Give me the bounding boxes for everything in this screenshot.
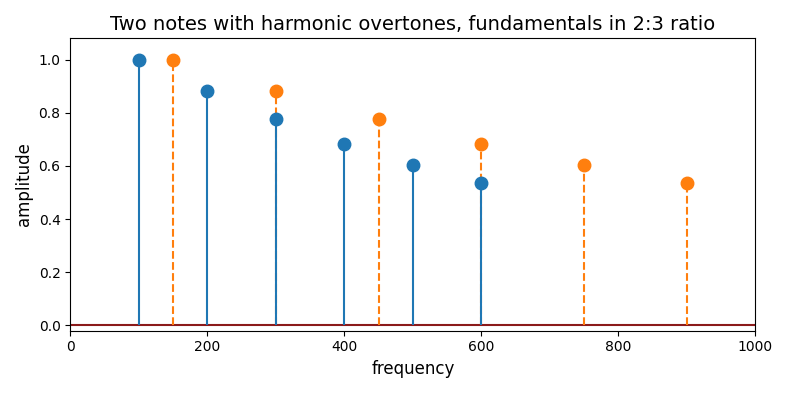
X-axis label: frequency: frequency	[371, 360, 455, 378]
Y-axis label: amplitude: amplitude	[15, 143, 33, 226]
Title: Two notes with harmonic overtones, fundamentals in 2:3 ratio: Two notes with harmonic overtones, funda…	[110, 15, 716, 34]
